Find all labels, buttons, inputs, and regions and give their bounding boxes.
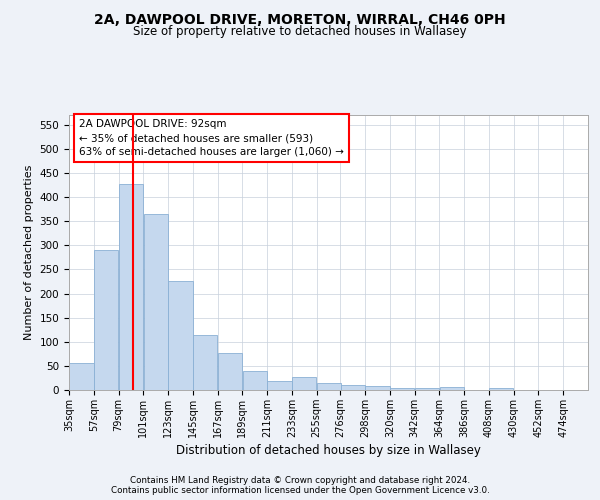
Bar [317, 383, 341, 390]
Bar [415, 388, 439, 390]
Bar [169, 282, 193, 390]
Bar [268, 382, 292, 390]
Bar [365, 386, 389, 390]
Text: Size of property relative to detached houses in Wallasey: Size of property relative to detached ho… [133, 25, 467, 38]
Bar [218, 353, 242, 390]
Text: Contains HM Land Registry data © Crown copyright and database right 2024.: Contains HM Land Registry data © Crown c… [130, 476, 470, 485]
Text: 2A DAWPOOL DRIVE: 92sqm
← 35% of detached houses are smaller (593)
63% of semi-d: 2A DAWPOOL DRIVE: 92sqm ← 35% of detache… [79, 119, 344, 157]
Bar [69, 364, 94, 390]
X-axis label: Distribution of detached houses by size in Wallasey: Distribution of detached houses by size … [176, 444, 481, 457]
Bar [440, 387, 464, 390]
Bar [119, 184, 143, 390]
Bar [242, 370, 267, 390]
Bar [390, 388, 415, 390]
Text: Contains public sector information licensed under the Open Government Licence v3: Contains public sector information licen… [110, 486, 490, 495]
Bar [143, 214, 168, 390]
Bar [341, 385, 365, 390]
Text: 2A, DAWPOOL DRIVE, MORETON, WIRRAL, CH46 0PH: 2A, DAWPOOL DRIVE, MORETON, WIRRAL, CH46… [94, 12, 506, 26]
Y-axis label: Number of detached properties: Number of detached properties [24, 165, 34, 340]
Bar [94, 250, 118, 390]
Bar [489, 388, 514, 390]
Bar [292, 377, 316, 390]
Bar [193, 336, 217, 390]
